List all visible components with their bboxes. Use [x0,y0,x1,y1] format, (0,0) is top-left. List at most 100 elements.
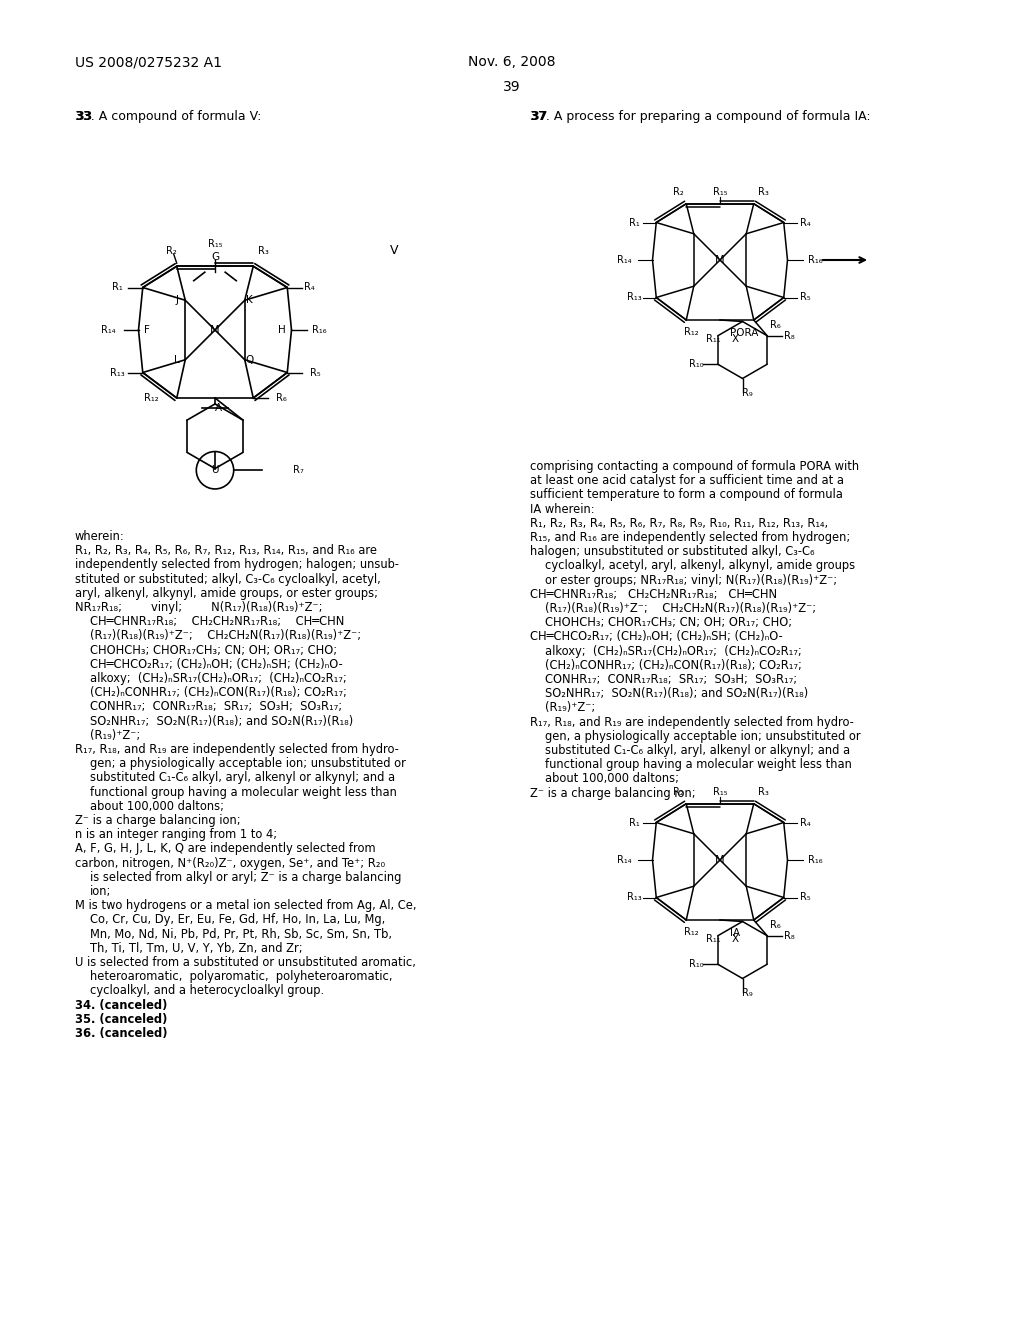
Text: Q: Q [246,355,254,364]
Text: R₁₀: R₁₀ [688,960,703,969]
Text: (R₁₉)⁺Z⁻;: (R₁₉)⁺Z⁻; [545,701,595,714]
Text: R₁: R₁ [629,817,640,828]
Text: R₉: R₉ [742,989,753,998]
Text: R₁₃: R₁₃ [627,293,642,302]
Text: Mn, Mo, Nd, Ni, Pb, Pd, Pr, Pt, Rh, Sb, Sc, Sm, Sn, Tb,: Mn, Mo, Nd, Ni, Pb, Pd, Pr, Pt, Rh, Sb, … [90,928,392,941]
Text: gen, a physiologically acceptable ion; unsubstituted or: gen, a physiologically acceptable ion; u… [545,730,860,743]
Text: CH═CHNR₁₇R₁₈;    CH₂CH₂NR₁₇R₁₈;    CH═CHN: CH═CHNR₁₇R₁₈; CH₂CH₂NR₁₇R₁₈; CH═CHN [90,615,344,628]
Text: U: U [211,465,219,475]
Text: cycloalkyl, and a heterocycloalkyl group.: cycloalkyl, and a heterocycloalkyl group… [90,985,325,998]
Text: SO₂NHR₁₇;  SO₂N(R₁₇)(R₁₈); and SO₂N(R₁₇)(R₁₈): SO₂NHR₁₇; SO₂N(R₁₇)(R₁₈); and SO₂N(R₁₇)(… [545,688,808,700]
Text: R₆: R₆ [770,920,781,931]
Text: R₁₇, R₁₈, and R₁₉ are independently selected from hydro-: R₁₇, R₁₈, and R₁₉ are independently sele… [75,743,399,756]
Text: R₁₃: R₁₃ [627,892,642,903]
Text: R₆: R₆ [275,393,287,403]
Text: R₁₅: R₁₅ [713,787,727,797]
Text: IA: IA [730,928,740,937]
Text: IA wherein:: IA wherein: [530,503,595,516]
Text: (CH₂)ₙCONHR₁₇; (CH₂)ₙCON(R₁₇)(R₁₈); CO₂R₁₇;: (CH₂)ₙCONHR₁₇; (CH₂)ₙCON(R₁₇)(R₁₈); CO₂R… [545,659,802,672]
Text: PORA: PORA [730,327,759,338]
Text: gen; a physiologically acceptable ion; unsubstituted or: gen; a physiologically acceptable ion; u… [90,758,406,770]
Text: Co, Cr, Cu, Dy, Er, Eu, Fe, Gd, Hf, Ho, In, La, Lu, Mg,: Co, Cr, Cu, Dy, Er, Eu, Fe, Gd, Hf, Ho, … [90,913,385,927]
Text: R₄: R₄ [801,817,811,828]
Text: (R₁₉)⁺Z⁻;: (R₁₉)⁺Z⁻; [90,729,140,742]
Text: R₁₆: R₁₆ [808,855,823,865]
Text: is selected from alkyl or aryl; Z⁻ is a charge balancing: is selected from alkyl or aryl; Z⁻ is a … [90,871,401,884]
Text: R₁₂: R₁₂ [684,327,698,337]
Text: 37: 37 [530,110,548,123]
Text: R₁₆: R₁₆ [312,325,327,335]
Text: R₁₂: R₁₂ [684,927,698,937]
Text: R₁₅: R₁₅ [208,239,222,249]
Text: R₂: R₂ [166,247,177,256]
Text: U is selected from a substituted or unsubstituted aromatic,: U is selected from a substituted or unsu… [75,956,416,969]
Text: R₃: R₃ [759,186,769,197]
Text: sufficient temperature to form a compound of formula: sufficient temperature to form a compoun… [530,488,843,502]
Text: CONHR₁₇;  CONR₁₇R₁₈;  SR₁₇;  SO₃H;  SO₃R₁₇;: CONHR₁₇; CONR₁₇R₁₈; SR₁₇; SO₃H; SO₃R₁₇; [90,701,342,713]
Text: M: M [715,855,725,865]
Text: substituted C₁-C₆ alkyl, aryl, alkenyl or alkynyl; and a: substituted C₁-C₆ alkyl, aryl, alkenyl o… [90,771,395,784]
Text: A, F, G, H, J, L, K, Q are independently selected from: A, F, G, H, J, L, K, Q are independently… [75,842,376,855]
Text: H: H [278,325,286,335]
Text: R₂: R₂ [673,787,684,797]
Text: R₁₆: R₁₆ [808,255,823,265]
Text: (R₁₇)(R₁₈)(R₁₉)⁺Z⁻;    CH₂CH₂N(R₁₇)(R₁₈)(R₁₉)⁺Z⁻;: (R₁₇)(R₁₈)(R₁₉)⁺Z⁻; CH₂CH₂N(R₁₇)(R₁₈)(R₁… [545,602,816,615]
Text: 33. A compound of formula V:: 33. A compound of formula V: [75,110,261,123]
Text: carbon, nitrogen, N⁺(R₂₀)Z⁻, oxygen, Se⁺, and Te⁺; R₂₀: carbon, nitrogen, N⁺(R₂₀)Z⁻, oxygen, Se⁺… [75,857,385,870]
Text: 36. (canceled): 36. (canceled) [75,1027,168,1040]
Text: cycloalkyl, acetyl, aryl, alkenyl, alkynyl, amide groups: cycloalkyl, acetyl, aryl, alkenyl, alkyn… [545,560,855,573]
Text: functional group having a molecular weight less than: functional group having a molecular weig… [545,758,852,771]
Text: R₃: R₃ [258,247,268,256]
Text: CONHR₁₇;  CONR₁₇R₁₈;  SR₁₇;  SO₃H;  SO₃R₁₇;: CONHR₁₇; CONR₁₇R₁₈; SR₁₇; SO₃H; SO₃R₁₇; [545,673,797,686]
Text: J: J [176,296,179,305]
Text: R₁₅, and R₁₆ are independently selected from hydrogen;: R₁₅, and R₁₆ are independently selected … [530,531,850,544]
Text: R₉: R₉ [742,388,753,399]
Text: alkoxy;  (CH₂)ₙSR₁₇(CH₂)ₙOR₁₇;  (CH₂)ₙCO₂R₁₇;: alkoxy; (CH₂)ₙSR₁₇(CH₂)ₙOR₁₇; (CH₂)ₙCO₂R… [545,644,802,657]
Text: Nov. 6, 2008: Nov. 6, 2008 [468,55,556,69]
Text: 37. A process for preparing a compound of formula IA:: 37. A process for preparing a compound o… [530,110,870,123]
Text: R₈: R₈ [783,931,795,941]
Text: at least one acid catalyst for a sufficient time and at a: at least one acid catalyst for a suffici… [530,474,844,487]
Text: SO₂NHR₁₇;  SO₂N(R₁₇)(R₁₈); and SO₂N(R₁₇)(R₁₈): SO₂NHR₁₇; SO₂N(R₁₇)(R₁₈); and SO₂N(R₁₇)(… [90,714,353,727]
Text: M: M [715,255,725,265]
Text: CH═CHNR₁₇R₁₈;   CH₂CH₂NR₁₇R₁₈;   CH═CHN: CH═CHNR₁₇R₁₈; CH₂CH₂NR₁₇R₁₈; CH═CHN [530,587,777,601]
Text: 34. (canceled): 34. (canceled) [75,999,167,1011]
Text: M: M [210,325,220,335]
Text: R₅: R₅ [801,892,811,903]
Text: R₁₅: R₁₅ [713,186,727,197]
Text: R₁₁: R₁₁ [706,334,720,345]
Text: F: F [143,325,150,335]
Text: CH═CHCO₂R₁₇; (CH₂)ₙOH; (CH₂)ₙSH; (CH₂)ₙO-: CH═CHCO₂R₁₇; (CH₂)ₙOH; (CH₂)ₙSH; (CH₂)ₙO… [530,631,782,643]
Text: R₁₇, R₁₈, and R₁₉ are independently selected from hydro-: R₁₇, R₁₈, and R₁₉ are independently sele… [530,715,854,729]
Text: heteroaromatic,  polyaromatic,  polyheteroaromatic,: heteroaromatic, polyaromatic, polyhetero… [90,970,392,983]
Text: substituted C₁-C₆ alkyl, aryl, alkenyl or alkynyl; and a: substituted C₁-C₆ alkyl, aryl, alkenyl o… [545,744,850,756]
Text: US 2008/0275232 A1: US 2008/0275232 A1 [75,55,222,69]
Text: R₁, R₂, R₃, R₄, R₅, R₆, R₇, R₁₂, R₁₃, R₁₄, R₁₅, and R₁₆ are: R₁, R₂, R₃, R₄, R₅, R₆, R₇, R₁₂, R₁₃, R₁… [75,544,377,557]
Text: n is an integer ranging from 1 to 4;: n is an integer ranging from 1 to 4; [75,828,278,841]
Text: V: V [390,243,398,256]
Text: (CH₂)ₙCONHR₁₇; (CH₂)ₙCON(R₁₇)(R₁₈); CO₂R₁₇;: (CH₂)ₙCONHR₁₇; (CH₂)ₙCON(R₁₇)(R₁₈); CO₂R… [90,686,347,700]
Text: Th, Ti, Tl, Tm, U, V, Y, Yb, Zn, and Zr;: Th, Ti, Tl, Tm, U, V, Y, Yb, Zn, and Zr; [90,941,303,954]
Text: R₄: R₄ [801,218,811,227]
Text: CH═CHCO₂R₁₇; (CH₂)ₙOH; (CH₂)ₙSH; (CH₂)ₙO-: CH═CHCO₂R₁₇; (CH₂)ₙOH; (CH₂)ₙSH; (CH₂)ₙO… [90,657,343,671]
Text: R₁₀: R₁₀ [688,359,703,370]
Text: alkoxy;  (CH₂)ₙSR₁₇(CH₂)ₙOR₁₇;  (CH₂)ₙCO₂R₁₇;: alkoxy; (CH₂)ₙSR₁₇(CH₂)ₙOR₁₇; (CH₂)ₙCO₂R… [90,672,347,685]
Text: R₅: R₅ [801,293,811,302]
Text: Z⁻ is a charge balancing ion;: Z⁻ is a charge balancing ion; [75,814,241,828]
Text: R₁, R₂, R₃, R₄, R₅, R₆, R₇, R₈, R₉, R₁₀, R₁₁, R₁₂, R₁₃, R₁₄,: R₁, R₂, R₃, R₄, R₅, R₆, R₇, R₈, R₉, R₁₀,… [530,517,828,529]
Text: M is two hydrogens or a metal ion selected from Ag, Al, Ce,: M is two hydrogens or a metal ion select… [75,899,417,912]
Text: R₁₄: R₁₄ [617,855,632,865]
Text: R₈: R₈ [783,331,795,341]
Text: R₁₄: R₁₄ [617,255,632,265]
Text: K: K [247,296,253,305]
Text: 35. (canceled): 35. (canceled) [75,1012,167,1026]
Text: about 100,000 daltons;: about 100,000 daltons; [545,772,679,785]
Text: R₇: R₇ [293,465,304,475]
Text: R₁: R₁ [113,282,123,293]
Text: R₁₄: R₁₄ [101,325,116,335]
Text: R₁: R₁ [629,218,640,227]
Text: G: G [211,252,219,263]
Text: R₂: R₂ [673,186,684,197]
Text: X: X [731,334,738,343]
Text: CHOHCH₃; CHOR₁₇CH₃; CN; OH; OR₁₇; CHO;: CHOHCH₃; CHOR₁₇CH₃; CN; OH; OR₁₇; CHO; [90,644,337,656]
